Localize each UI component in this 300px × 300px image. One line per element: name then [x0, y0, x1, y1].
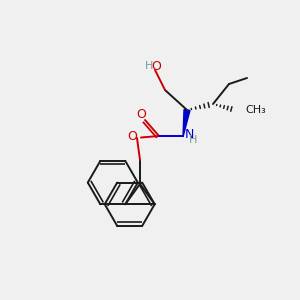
Text: O: O	[127, 130, 137, 143]
Text: H: H	[145, 61, 153, 71]
Text: H: H	[189, 135, 197, 145]
Text: O: O	[136, 109, 146, 122]
Text: O: O	[151, 59, 161, 73]
Text: CH₃: CH₃	[245, 105, 266, 115]
Polygon shape	[183, 110, 190, 137]
Text: N: N	[185, 128, 194, 140]
